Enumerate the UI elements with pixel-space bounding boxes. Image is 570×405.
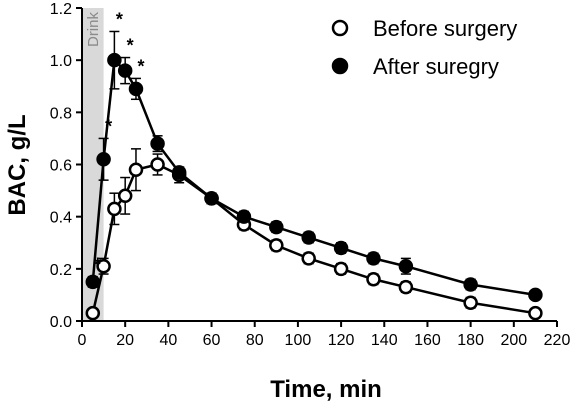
data-point <box>463 295 478 310</box>
legend-marker <box>331 19 349 37</box>
data-point <box>96 152 111 167</box>
significance-star: * <box>137 56 144 76</box>
data-point <box>398 258 414 274</box>
y-tick-label: 0.8 <box>50 105 72 122</box>
data-point <box>463 277 478 292</box>
data-point <box>398 279 414 295</box>
x-tick-label: 40 <box>159 332 177 349</box>
legend-label: After suregry <box>373 54 499 79</box>
x-tick-label: 220 <box>544 332 570 349</box>
data-point <box>85 305 101 321</box>
axes: 0 20 40 60 80 100 120 140 160 180 200 220 0.0 0.2 0.4 0… <box>50 1 570 349</box>
y-tick-label: 1.0 <box>50 53 72 70</box>
series-layer: ***** <box>85 9 543 321</box>
x-tick-label: 200 <box>500 332 527 349</box>
y-tick-label: 0.0 <box>50 314 72 331</box>
significance-star: * <box>116 9 123 29</box>
drink-shade <box>82 8 104 321</box>
x-tick-label: 80 <box>246 332 264 349</box>
y-tick-label: 0.4 <box>50 210 72 227</box>
series-after-surgery: ***** <box>85 9 543 303</box>
x-tick-label: 60 <box>203 332 221 349</box>
data-point <box>107 52 122 68</box>
data-point <box>366 251 381 266</box>
x-tick-label: 0 <box>78 332 87 349</box>
data-point <box>96 258 111 274</box>
data-point <box>333 240 349 256</box>
series-line <box>91 57 536 297</box>
data-point <box>150 157 165 172</box>
data-point <box>528 305 543 321</box>
data-point <box>150 136 165 151</box>
y-tick-label: 0.6 <box>50 158 72 175</box>
data-point <box>107 201 122 217</box>
significance-star: * <box>94 255 101 275</box>
data-point <box>528 287 543 303</box>
x-tick-label: 140 <box>371 332 398 349</box>
x-axis-title: Time, min <box>270 376 382 403</box>
data-point <box>85 274 101 290</box>
data-point <box>117 188 133 204</box>
drink-region: Drink <box>82 8 104 321</box>
data-point <box>301 251 316 266</box>
y-axis-title: BAC, g/L <box>4 114 31 215</box>
legend-label: Before surgery <box>373 16 517 41</box>
x-tick-label: 20 <box>116 332 134 349</box>
data-point <box>269 238 284 253</box>
legend-marker <box>331 57 349 75</box>
data-point <box>366 272 381 287</box>
data-point <box>333 261 349 277</box>
y-tick-label: 1.2 <box>50 1 72 18</box>
data-point <box>204 191 219 206</box>
x-tick-label: 180 <box>457 332 484 349</box>
x-tick-label: 160 <box>414 332 441 349</box>
data-point <box>269 219 284 235</box>
y-tick-label: 0.2 <box>50 262 72 279</box>
x-tick-label: 100 <box>285 332 312 349</box>
data-point <box>236 209 252 224</box>
significance-star: * <box>127 36 134 56</box>
significance-star: * <box>105 116 112 136</box>
legend: Before surgery After suregry <box>331 16 517 79</box>
data-point <box>301 230 316 245</box>
series-line <box>91 163 536 315</box>
data-point <box>128 162 144 177</box>
data-point <box>117 63 133 78</box>
x-tick-label: 120 <box>328 332 355 349</box>
drink-label: Drink <box>85 12 102 48</box>
data-point <box>171 165 187 180</box>
data-point <box>128 81 144 97</box>
